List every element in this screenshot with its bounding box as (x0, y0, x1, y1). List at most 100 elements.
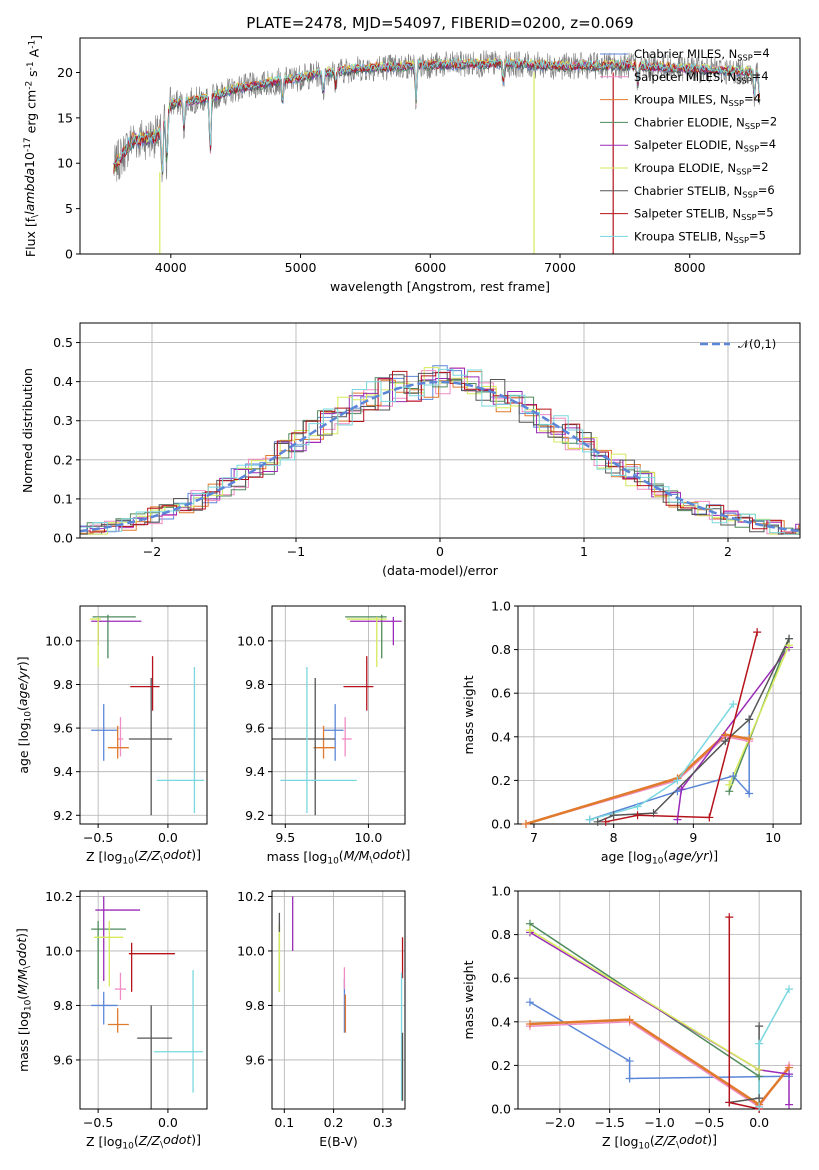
plus-marker-ChabrierSTELIB (721, 737, 730, 746)
panel-age_vs_Z: −0.5 0.0 9.2 9.4 9.6 9.8 10.0 Z [log10​(Z/Z\​od… (15, 605, 208, 867)
plot-area (278, 896, 404, 1101)
x-tick-label: 7 (530, 830, 538, 845)
y-tick-label: 9.2 (53, 808, 73, 823)
mass-weight-line-KroupaELODIE (529, 929, 760, 1071)
plus-marker-ChabrierSTELIB (593, 817, 602, 826)
x-tick-label: 10.0 (355, 830, 383, 845)
plus-marker-ChabrierMILES (525, 998, 534, 1007)
y-tick-label: 9.8 (245, 998, 265, 1013)
y-tick-label: 0.0 (491, 1102, 511, 1117)
figure-title: PLATE=2478, MJD=54097, FIBERID=0200, z=0… (246, 14, 633, 32)
x-tick-label: 0.0 (749, 1115, 769, 1130)
mass-weight-line-KroupaMILES (529, 1018, 790, 1107)
y-tick-label: 9.6 (245, 721, 265, 736)
plot-area (89, 614, 205, 816)
plus-marker-KroupaMILES (625, 1015, 634, 1024)
y-tick-label: 15 (57, 110, 73, 125)
y-tick-label: 0.6 (491, 686, 511, 701)
legend-label-KroupaSTELIB: Kroupa STELIB, NSSP​=5 (634, 228, 766, 244)
y-axis-label: age [log10​(age/yr)] (15, 656, 34, 773)
y-tick-label: 20 (57, 65, 73, 80)
y-tick-label: 10.2 (237, 889, 265, 904)
y-tick-label: 0.5 (53, 335, 73, 350)
panel-mass_weight_vs_age: 7 8 9 10 0.0 0.2 0.4 0.6 0.8 1.0 age [log10​(age/y… (461, 599, 802, 867)
mass-weight-line-ChabrierSTELIB (597, 638, 790, 823)
y-tick-label: 9.8 (245, 677, 265, 692)
axes-frame (79, 37, 801, 255)
y-tick-label: 10.0 (45, 633, 73, 648)
y-tick-label: 9.4 (245, 764, 265, 779)
y-tick-label: 0.4 (491, 1014, 511, 1029)
mass-weight-line-SalpeterELODIE (529, 931, 790, 1105)
plus-marker-ChabrierMILES (729, 772, 738, 781)
y-tick-label: 9.2 (245, 808, 265, 823)
axes-frame (271, 890, 406, 1110)
legend-label-ChabrierELODIE: Chabrier ELODIE, NSSP​=2 (634, 114, 777, 130)
x-tick-label: 0.3 (373, 1115, 393, 1130)
y-tick-label: 5 (65, 201, 73, 216)
mass-weight-line-KroupaMILES (525, 733, 750, 824)
x-tick-label: 8 (610, 830, 618, 845)
x-tick-label: 7000 (544, 260, 576, 275)
x-tick-label: 4000 (155, 260, 187, 275)
panel-mass_vs_Z: −0.5 0.0 9.6 9.8 10.0 10.2 Z [log10​(Z/Z\​odot… (14, 889, 208, 1152)
y-tick-label: 0.2 (53, 452, 73, 467)
y-tick-label: 10.0 (237, 943, 265, 958)
plus-marker-SalpeterELODIE (785, 1100, 794, 1109)
axes-frame (79, 890, 208, 1110)
y-axis-label: mass weight (461, 675, 476, 754)
mass-weight-line-KroupaELODIE (728, 644, 790, 786)
panel-mass_weight_vs_Z: −2.0 −1.5 −1.0 −0.5 0.0 0.0 0.2 0.4 0.6 0.8 1.0 Z [… (461, 884, 802, 1152)
plus-marker-ChabrierSTELIB (785, 634, 794, 643)
y-tick-label: 9.6 (53, 721, 73, 736)
panel-spectrum: 4000 5000 6000 7000 8000 0 5 10 15 20 wavelength [… (22, 35, 801, 294)
y-tick-label: 9.8 (53, 998, 73, 1013)
plus-marker-KroupaSTELIB (755, 1039, 764, 1048)
plus-marker-SalpeterELODIE (673, 815, 682, 824)
y-axis-label: Normed distribution (20, 368, 35, 493)
y-axis-label: mass [log10​(M/M\​odot)] (14, 928, 34, 1072)
x-tick-label: −2 (143, 544, 161, 559)
y-tick-label: 0.2 (491, 1058, 511, 1073)
histogram-KroupaSTELIB (80, 368, 800, 535)
normal-curve (80, 380, 800, 533)
axes-frame (271, 605, 406, 825)
legend-label-KroupaMILES: Kroupa MILES, NSSP​=4 (634, 92, 761, 108)
x-axis-label: Z [log10​(Z/Z\​odot)] (602, 1132, 717, 1152)
x-axis-label: Z [log10​(Z/Z\​odot)] (86, 847, 201, 867)
y-tick-label: 0.4 (53, 374, 73, 389)
plus-marker-SalpeterSTELIB (725, 913, 734, 922)
x-tick-label: 9 (689, 830, 697, 845)
panel-residuals: −2 −1 0 1 2 0.0 0.1 0.2 0.3 0.4 0.5 (data-model)/er… (20, 322, 801, 578)
plus-marker-ChabrierMILES (745, 789, 754, 798)
x-tick-label: −0.5 (694, 1115, 724, 1130)
plus-marker-ChabrierMILES (625, 1057, 634, 1066)
plus-marker-KroupaMILES (745, 734, 754, 743)
y-tick-label: 1.0 (491, 884, 511, 899)
y-tick-label: 0.8 (491, 642, 511, 657)
x-tick-label: 6000 (414, 260, 446, 275)
y-tick-label: 9.6 (245, 1052, 265, 1067)
y-tick-label: 0.6 (491, 971, 511, 986)
plus-marker-ChabrierSTELIB (745, 715, 754, 724)
plus-marker-KroupaELODIE (755, 1065, 764, 1074)
plus-marker-KroupaMILES (521, 820, 530, 828)
plus-marker-SalpeterSTELIB (753, 628, 762, 637)
plus-marker-KroupaSTELIB (633, 802, 642, 811)
plus-marker-KroupaSTELIB (673, 776, 682, 785)
mass-weight-line-SalpeterSTELIB (605, 632, 758, 823)
x-axis-label: mass [log10​(M/M\​odot)] (267, 847, 411, 867)
x-axis-label: age [log10​(age/yr)] (601, 848, 718, 867)
legend-label-ChabrierSTELIB: Chabrier STELIB, NSSP​=6 (634, 183, 775, 199)
plus-marker-SalpeterELODIE (785, 1070, 794, 1079)
y-tick-label: 9.6 (53, 1052, 73, 1067)
observed-spectrum-line (113, 50, 761, 183)
plus-marker-SalpeterSTELIB (705, 813, 714, 822)
y-tick-label: 10.0 (45, 943, 73, 958)
y-tick-label: 0.2 (491, 773, 511, 788)
legend-normal-label: 𝒩(0,1) (738, 337, 776, 351)
y-tick-label: 9.8 (53, 677, 73, 692)
mass-weight-line-KroupaSTELIB (589, 703, 734, 821)
axes-frame (517, 605, 802, 825)
